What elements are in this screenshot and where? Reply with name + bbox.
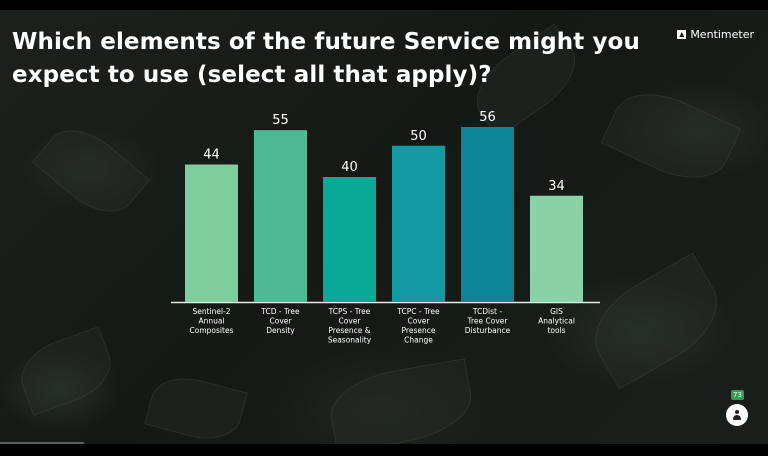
bar xyxy=(323,177,376,302)
brand-label: Mentimeter xyxy=(690,28,754,41)
mentimeter-logo-icon xyxy=(677,30,687,39)
person-icon xyxy=(732,410,742,420)
category-label: TCDist -Tree Cover Disturbance xyxy=(465,307,511,335)
bar-value-label: 40 xyxy=(341,160,358,175)
presentation-slide: Which elements of the future Service mig… xyxy=(0,10,768,444)
mentimeter-brand: Mentimeter xyxy=(677,28,754,41)
category-label: Sentinel-2 Annual Composites xyxy=(190,307,234,335)
category-label: GIS Analytical tools xyxy=(538,307,575,335)
category-label: TCPC - Tree Cover Presence Change xyxy=(396,307,440,345)
bar-value-label: 56 xyxy=(479,110,496,125)
participant-count: 73 xyxy=(731,390,744,400)
bar xyxy=(185,164,238,302)
participants-badge[interactable]: 73 xyxy=(726,390,750,426)
category-label: TCPS - Tree Cover Presence & Seasonality xyxy=(328,307,372,345)
bar xyxy=(461,127,514,302)
participants-button[interactable] xyxy=(726,404,748,426)
bar-value-label: 55 xyxy=(272,113,289,128)
bar-chart: 44 Sentinel-2 Annual Composites 55 TCD - Tree… xyxy=(171,110,600,345)
question-title: Which elements of the future Service mig… xyxy=(12,29,640,88)
bar xyxy=(530,195,583,302)
bar xyxy=(392,145,445,302)
bar-value-label: 44 xyxy=(203,148,220,163)
bar xyxy=(254,130,307,302)
bar-value-label: 50 xyxy=(410,129,427,144)
bar-value-label: 34 xyxy=(548,179,565,194)
progress-line xyxy=(0,442,84,444)
category-label: TCD - Tree Cover Density xyxy=(260,307,300,335)
